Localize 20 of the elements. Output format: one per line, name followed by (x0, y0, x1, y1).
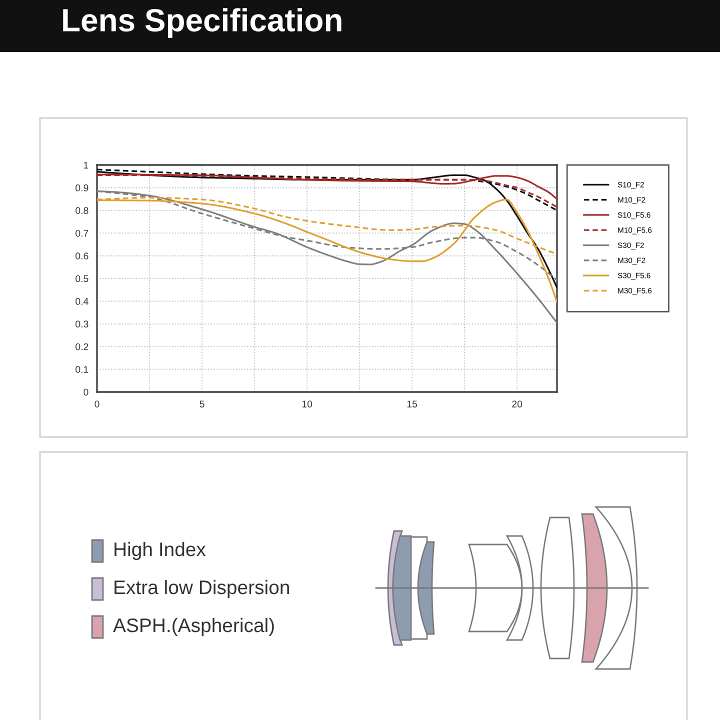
x-tick-label: 15 (407, 400, 418, 408)
x-tick-label: 10 (302, 400, 312, 408)
text: High Index (114, 542, 206, 560)
y-tick-label: 0.6 (76, 252, 88, 260)
y-tick-label: 0.5 (76, 275, 88, 282)
y-tick-label: 1 (84, 162, 88, 169)
chart-title: Lens Specification (63, 8, 342, 38)
y-tick-label: 0.9 (76, 184, 88, 192)
y-tick-label: 0.3 (76, 320, 88, 328)
y-tick-label: 0.1 (76, 366, 88, 373)
y-tick-label: 0.2 (76, 343, 88, 350)
y-tick-label: 0.4 (76, 298, 88, 305)
text: ASPH.(Aspherical) (113, 618, 274, 636)
y-tick-label: 0 (84, 388, 88, 396)
x-tick-label: 5 (200, 400, 204, 408)
x-tick-label: 20 (512, 400, 522, 408)
y-tick-label: 0.7 (76, 230, 88, 237)
y-tick-label: 0.8 (76, 207, 88, 214)
x-tick-label: 0 (94, 400, 100, 408)
text: Extra low Dispersion (114, 580, 289, 598)
